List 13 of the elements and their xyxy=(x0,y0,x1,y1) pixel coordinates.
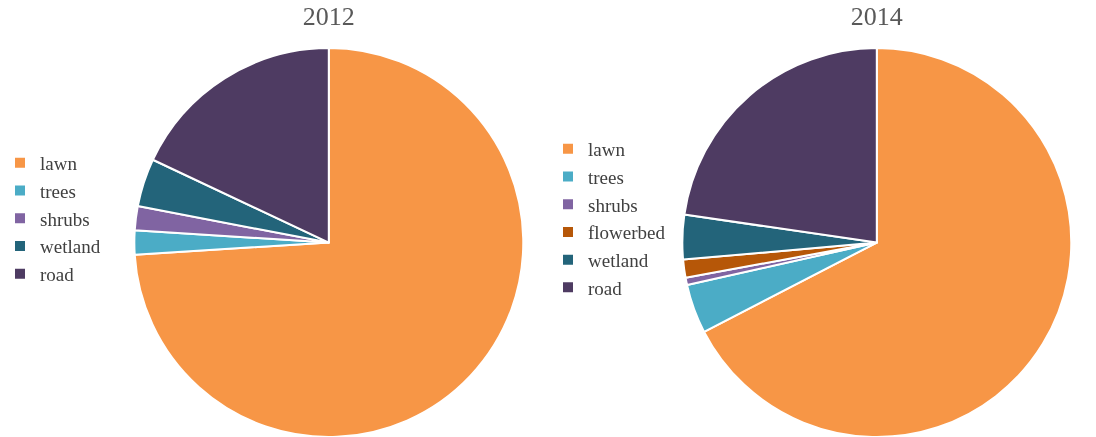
legend-label: wetland xyxy=(40,236,101,258)
legend-label: trees xyxy=(40,180,76,202)
legend-label: road xyxy=(588,277,623,299)
legend-label: wetland xyxy=(588,250,649,272)
legend-label: trees xyxy=(588,166,624,188)
legend-label: flowerbed xyxy=(588,222,666,244)
legend-label: lawn xyxy=(40,153,78,175)
legend-label: lawn xyxy=(588,139,626,161)
chart-title: 2012 xyxy=(302,1,355,31)
legend-label: shrubs xyxy=(588,194,638,216)
legend-label: shrubs xyxy=(40,208,90,230)
chart-title: 2014 xyxy=(850,1,903,31)
legend-label: road xyxy=(40,264,75,286)
